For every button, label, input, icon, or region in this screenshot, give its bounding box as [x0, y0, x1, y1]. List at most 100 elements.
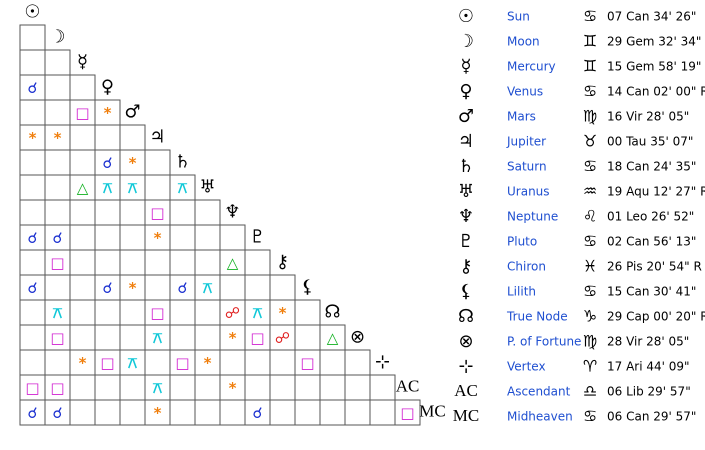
- aspect-symbol: ☌: [27, 229, 37, 247]
- sign-glyph: ♊: [583, 57, 597, 76]
- grid-cell: [144, 174, 171, 201]
- aspect-symbol: *: [229, 329, 237, 347]
- sign-glyph: ♋: [583, 82, 597, 101]
- grid-cell: [244, 274, 271, 301]
- aspect-symbol: ⚻: [103, 179, 113, 197]
- diagonal-glyph: ⚷: [276, 252, 289, 273]
- grid-cell: [144, 399, 171, 426]
- aspect-symbol: ☌: [252, 404, 262, 422]
- aspect-symbol: □: [100, 354, 114, 372]
- planet-position: 02 Can 56' 13": [607, 235, 696, 249]
- grid-cell: [119, 299, 146, 326]
- sign-glyph: ♋: [583, 7, 597, 26]
- aspect-symbol: ⚻: [153, 379, 163, 397]
- grid-cell: [119, 124, 146, 151]
- grid-cell: [219, 224, 246, 251]
- aspect-symbol: □: [25, 379, 39, 397]
- planet-glyph: ♆: [458, 206, 474, 227]
- planet-glyph: ⊹: [458, 356, 473, 377]
- grid-cell: [119, 274, 146, 301]
- diagonal-glyph: ♃: [149, 127, 165, 148]
- grid-cell: [94, 274, 121, 301]
- planet-position: 19 Aqu 12' 27" R: [607, 185, 705, 199]
- planet-position: 28 Vir 28' 05": [607, 335, 689, 349]
- aspect-symbol: *: [104, 104, 112, 122]
- grid-cell: [244, 399, 271, 426]
- grid-cell: [69, 299, 96, 326]
- planet-name: Lilith: [507, 285, 536, 299]
- grid-cell: [94, 299, 121, 326]
- grid-cell: [219, 249, 246, 276]
- grid-cell: [19, 324, 46, 351]
- planet-position: 29 Cap 00' 20" R: [607, 310, 705, 324]
- grid-cell: [69, 224, 96, 251]
- grid-cell: [19, 174, 46, 201]
- diagonal-glyph: ☊: [325, 302, 341, 323]
- planet-glyph: ☊: [458, 306, 474, 327]
- aspect-symbol: ⚻: [153, 329, 163, 347]
- planet-glyph: ⊗: [458, 331, 473, 352]
- planet-glyph: ♄: [458, 156, 474, 177]
- grid-cell: [44, 174, 71, 201]
- grid-cell: [44, 349, 71, 376]
- planet-position: 06 Can 29' 57": [607, 410, 696, 424]
- grid-cell: [44, 99, 71, 126]
- grid-cell: [269, 274, 296, 301]
- grid-cell: [94, 249, 121, 276]
- sign-glyph: ♍: [583, 332, 597, 351]
- planet-position: 06 Lib 29' 57": [607, 385, 691, 399]
- sign-glyph: ♋: [583, 407, 597, 426]
- aspect-symbol: *: [204, 354, 212, 372]
- grid-cell: [44, 224, 71, 251]
- grid-cell: [294, 374, 321, 401]
- planet-glyph: ♅: [458, 181, 474, 202]
- aspect-symbol: □: [250, 329, 264, 347]
- grid-cell: [19, 24, 46, 51]
- planet-name: Moon: [507, 35, 540, 49]
- aspect-symbol: □: [50, 329, 64, 347]
- aspect-symbol: △: [227, 254, 239, 272]
- grid-cell: [69, 399, 96, 426]
- aspect-symbol: *: [29, 129, 37, 147]
- grid-cell: [169, 324, 196, 351]
- grid-cell: [69, 174, 96, 201]
- aspect-symbol: △: [77, 179, 89, 197]
- diagonal-glyph: AC: [396, 376, 420, 395]
- diagonal-glyph: ☿: [77, 52, 88, 73]
- planet-position: 15 Can 30' 41": [607, 285, 696, 299]
- aspect-symbol: ⚻: [253, 304, 263, 322]
- grid-cell: [244, 349, 271, 376]
- aspect-symbol: *: [54, 129, 62, 147]
- grid-cell: [169, 224, 196, 251]
- grid-cell: [194, 299, 221, 326]
- planet-name: Venus: [507, 85, 543, 99]
- grid-cell: [369, 399, 396, 426]
- aspect-symbol: ☌: [27, 79, 37, 97]
- aspect-symbol: *: [129, 154, 137, 172]
- grid-cell: [369, 374, 396, 401]
- grid-cell: [169, 274, 196, 301]
- sign-glyph: ♈: [583, 357, 597, 376]
- grid-cell: [69, 124, 96, 151]
- grid-cell: [94, 324, 121, 351]
- grid-cell: [344, 349, 371, 376]
- grid-cell: [19, 149, 46, 176]
- grid-cell: [319, 324, 346, 351]
- aspect-symbol: △: [327, 329, 339, 347]
- aspect-symbol: *: [154, 229, 162, 247]
- aspect-symbol: *: [129, 279, 137, 297]
- grid-cell: [69, 74, 96, 101]
- grid-cell: [119, 199, 146, 226]
- aspect-symbol: □: [300, 354, 314, 372]
- planet-position: 29 Gem 32' 34": [607, 35, 701, 49]
- grid-cell: [169, 199, 196, 226]
- planet-position: 14 Can 02' 00" R: [607, 85, 705, 99]
- planet-position: 01 Leo 26' 52": [607, 210, 694, 224]
- grid-cell: [144, 324, 171, 351]
- grid-cell: [44, 399, 71, 426]
- aspect-symbol: *: [229, 379, 237, 397]
- sign-glyph: ♋: [583, 157, 597, 176]
- aspect-symbol: □: [150, 304, 164, 322]
- diagonal-glyph: MC: [419, 401, 445, 420]
- grid-cell: [119, 174, 146, 201]
